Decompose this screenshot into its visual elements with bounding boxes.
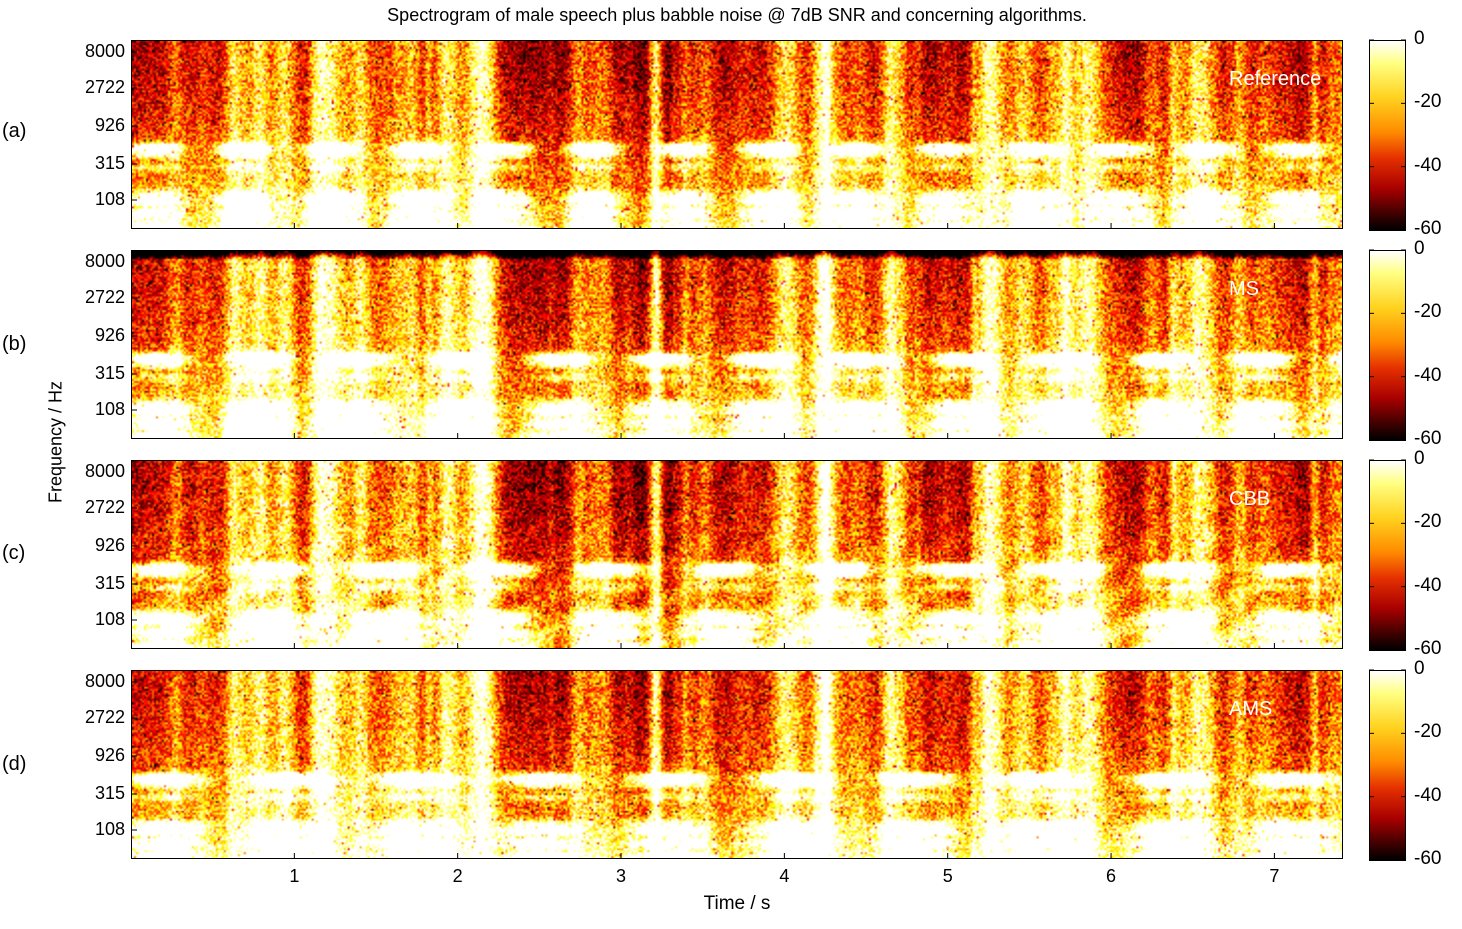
colorbar-ms <box>1369 250 1406 441</box>
y-tick-label: 8000 <box>84 41 125 61</box>
x-tick-label: 5 <box>942 866 953 886</box>
y-tick-label: 8000 <box>84 251 125 271</box>
x-tick-label: 3 <box>616 866 627 886</box>
y-tick-label: 315 <box>94 573 125 593</box>
colorbar-tick-label: -60 <box>1414 638 1442 659</box>
colorbar-tick-label: 0 <box>1414 448 1425 469</box>
y-tick-label: 2722 <box>84 77 125 97</box>
colorbar-tick-label: -40 <box>1414 154 1442 176</box>
spectrogram-ms <box>131 250 1343 439</box>
y-tick-label: 926 <box>94 325 125 345</box>
colorbar-tick-label: 0 <box>1414 28 1425 49</box>
x-tick-label: 7 <box>1269 866 1280 886</box>
y-tick-label: 108 <box>94 609 125 629</box>
y-tick-label: 926 <box>94 535 125 555</box>
x-tick-label: 6 <box>1106 866 1117 886</box>
y-tick-label: 2722 <box>84 707 125 727</box>
colorbar-tick-label: -20 <box>1414 721 1442 743</box>
panel-label-d: (d) <box>2 753 27 775</box>
panel-label-a: (a) <box>2 120 27 142</box>
series-label-ams: AMS <box>1229 698 1273 720</box>
x-axis-label: Time / s <box>703 893 771 914</box>
spectrogram-ams <box>131 670 1343 859</box>
series-label-reference: Reference <box>1229 68 1322 90</box>
y-tick-label: 926 <box>94 115 125 135</box>
colorbar-tick-label: 0 <box>1414 238 1425 259</box>
spectrogram-reference <box>131 40 1343 229</box>
y-tick-label: 315 <box>94 153 125 173</box>
colorbar-tick-label: -60 <box>1414 848 1442 869</box>
y-tick-label: 315 <box>94 783 125 803</box>
series-label-cbb: CBB <box>1229 488 1271 510</box>
colorbar-tick-label: -20 <box>1414 511 1442 533</box>
colorbar-tick-label: -20 <box>1414 91 1442 113</box>
colorbar-reference <box>1369 40 1406 231</box>
y-tick-label: 108 <box>94 819 125 839</box>
y-tick-label: 8000 <box>84 671 125 691</box>
colorbar-ams <box>1369 670 1406 861</box>
colorbar-tick-label: -60 <box>1414 218 1442 239</box>
y-tick-label: 108 <box>94 189 125 209</box>
colorbar-tick-label: -20 <box>1414 301 1442 323</box>
chart-title: Spectrogram of male speech plus babble n… <box>387 5 1087 25</box>
series-label-ms: MS <box>1229 278 1259 300</box>
colorbar-tick-label: -40 <box>1414 784 1442 806</box>
colorbar-tick-label: -40 <box>1414 574 1442 596</box>
y-tick-label: 926 <box>94 745 125 765</box>
colorbar-tick-label: 0 <box>1414 658 1425 679</box>
y-tick-label: 8000 <box>84 461 125 481</box>
colorbar-cbb <box>1369 460 1406 651</box>
x-tick-label: 4 <box>779 866 790 886</box>
y-tick-label: 315 <box>94 363 125 383</box>
panel-label-b: (b) <box>2 333 27 355</box>
panel-label-c: (c) <box>2 542 26 564</box>
colorbar-tick-label: -40 <box>1414 364 1442 386</box>
x-tick-label: 2 <box>452 866 463 886</box>
y-tick-label: 2722 <box>84 287 125 307</box>
spectrogram-cbb <box>131 460 1343 649</box>
y-tick-label: 108 <box>94 399 125 419</box>
x-tick-label: 1 <box>289 866 300 886</box>
colorbar-tick-label: -60 <box>1414 428 1442 449</box>
y-tick-label: 2722 <box>84 497 125 517</box>
